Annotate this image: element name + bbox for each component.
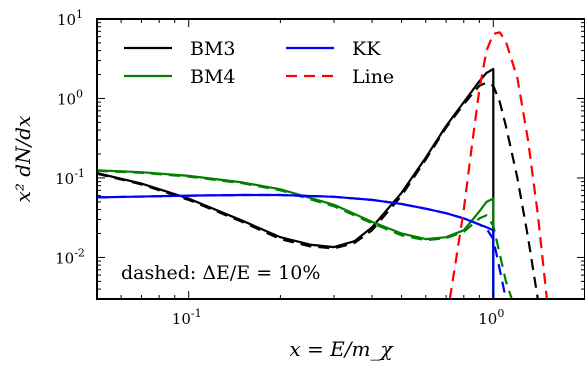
series-layer xyxy=(97,31,548,299)
y-tick-label: 100 xyxy=(57,87,83,108)
legend-entry-bm3: BM3 xyxy=(124,38,236,60)
y-tick-label: 101 xyxy=(57,8,83,29)
legend-label: BM3 xyxy=(190,38,236,60)
x-tick-label: 100 xyxy=(478,307,504,328)
legend-entry-bm4: BM4 xyxy=(124,66,236,88)
legend-entry-kk: KK xyxy=(286,38,381,60)
tick-layer: 10-1 100 10-2 10-1 100 101 xyxy=(55,8,585,328)
annotation-text: dashed: ΔE/E = 10% xyxy=(121,262,320,284)
x-axis-label: x = E/m_χ xyxy=(289,337,394,361)
series-line-6 xyxy=(448,31,548,299)
legend-label: BM4 xyxy=(190,66,236,88)
y-tick-label: 10-2 xyxy=(55,246,85,267)
series-line-1 xyxy=(97,81,539,299)
series-line-0 xyxy=(97,67,495,299)
legend-label: Line xyxy=(352,66,394,88)
x-tick-label: 10-1 xyxy=(172,307,202,328)
series-line-3 xyxy=(97,169,513,299)
series-line-5 xyxy=(97,193,507,299)
y-tick-label: 10-1 xyxy=(55,167,85,188)
y-axis-label: x² dN/dx xyxy=(11,116,35,203)
legend-label: KK xyxy=(352,38,381,60)
legend: BM3 BM4 KK Line xyxy=(124,38,394,88)
plot-frame xyxy=(96,18,585,300)
legend-entry-line: Line xyxy=(286,66,394,88)
